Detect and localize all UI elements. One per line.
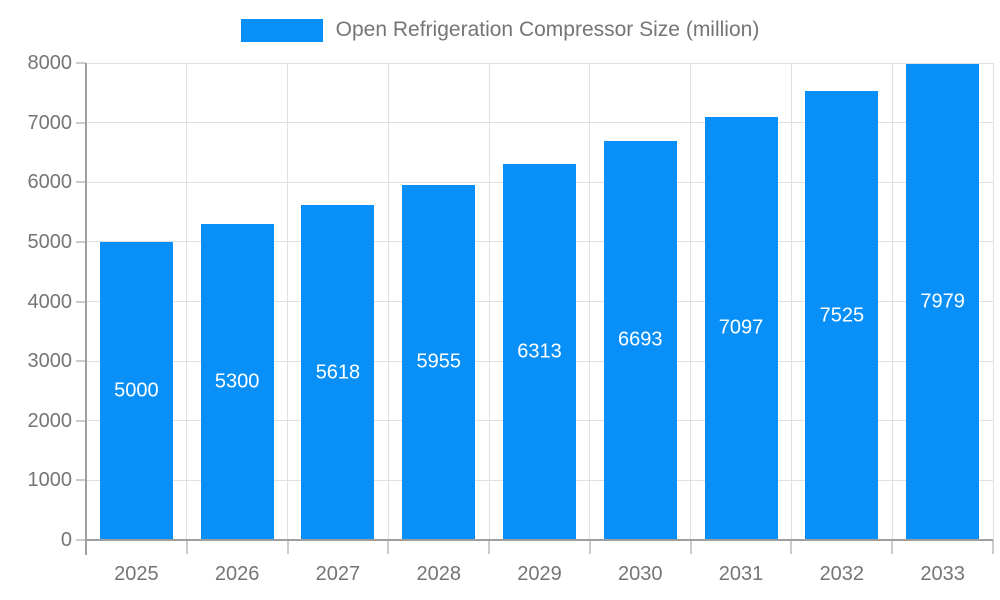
x-gridline <box>992 63 994 540</box>
y-axis-tick <box>76 181 86 184</box>
x-tick-label: 2026 <box>214 563 260 585</box>
bar-2025[interactable]: 5000 <box>99 241 173 540</box>
x-tick-label: 2030 <box>618 563 663 585</box>
x-tick-label: 2033 <box>920 563 965 585</box>
y-gridline <box>86 62 993 64</box>
y-axis-tick <box>76 539 86 541</box>
y-tick-label: 0 <box>60 529 72 551</box>
x-gridline <box>287 63 289 540</box>
x-axis-line <box>86 539 993 541</box>
chart-legend: Open Refrigeration Compressor Size (mill… <box>0 18 1000 42</box>
x-tick-label: 2032 <box>819 563 865 585</box>
bar-2028[interactable]: 5955 <box>402 184 476 540</box>
x-gridline <box>387 63 389 540</box>
x-axis-tick <box>185 540 188 554</box>
bar-2032[interactable]: 7525 <box>805 91 879 540</box>
y-tick-label: 4000 <box>27 290 73 313</box>
y-axis-tick <box>76 62 86 64</box>
bar-value-label: 7097 <box>718 316 764 339</box>
x-tick-label: 2025 <box>114 563 159 585</box>
x-gridline <box>891 63 893 540</box>
bar-value-label: 5955 <box>416 350 461 373</box>
x-tick-label: 2031 <box>718 563 764 585</box>
x-tick-label: 2028 <box>416 563 461 585</box>
y-tick-label: 3000 <box>27 350 73 373</box>
y-axis-tick <box>76 419 86 422</box>
y-axis-line <box>85 63 87 555</box>
x-axis-tick <box>790 540 793 554</box>
x-gridline <box>186 63 188 540</box>
x-axis-tick <box>891 540 894 554</box>
y-gridline <box>86 122 993 124</box>
bar-value-label: 7979 <box>920 290 965 313</box>
bar-2026[interactable]: 5300 <box>200 223 274 540</box>
x-axis-tick <box>588 540 591 554</box>
y-axis-tick <box>76 240 86 243</box>
y-axis-tick <box>76 300 86 303</box>
x-axis-tick <box>689 540 692 554</box>
x-axis-tick <box>286 540 289 554</box>
x-tick-label: 2029 <box>517 563 562 585</box>
y-axis-tick <box>76 360 86 363</box>
x-gridline <box>690 63 692 540</box>
x-gridline <box>790 63 792 540</box>
x-axis-tick <box>488 540 491 554</box>
bar-value-label: 6313 <box>517 340 562 363</box>
y-tick-label: 1000 <box>27 469 73 492</box>
legend-swatch[interactable] <box>240 18 323 42</box>
y-tick-label: 6000 <box>27 171 73 194</box>
y-tick-label: 5000 <box>27 230 73 253</box>
bar-2031[interactable]: 7097 <box>704 116 778 540</box>
y-tick-label: 2000 <box>27 409 73 432</box>
bar-2029[interactable]: 6313 <box>503 163 576 540</box>
x-axis-tick <box>387 540 390 554</box>
x-axis-tick <box>992 540 994 554</box>
bar-2030[interactable]: 6693 <box>603 140 677 540</box>
bar-value-label: 7525 <box>819 304 865 327</box>
bar-value-label: 5000 <box>114 379 159 402</box>
bar-2033[interactable]: 7979 <box>906 64 980 540</box>
x-tick-label: 2027 <box>315 563 361 585</box>
y-tick-label: 7000 <box>27 111 73 134</box>
y-tick-label: 8000 <box>27 52 73 74</box>
x-gridline <box>488 63 490 540</box>
y-axis-tick <box>76 479 86 482</box>
x-gridline <box>589 63 591 540</box>
bar-2027[interactable]: 5618 <box>301 205 375 540</box>
bar-value-label: 6693 <box>618 328 663 351</box>
y-axis-tick <box>76 121 86 124</box>
bar-value-label: 5300 <box>214 370 260 393</box>
legend-label: Open Refrigeration Compressor Size (mill… <box>335 18 760 41</box>
bar-value-label: 5618 <box>315 361 361 383</box>
